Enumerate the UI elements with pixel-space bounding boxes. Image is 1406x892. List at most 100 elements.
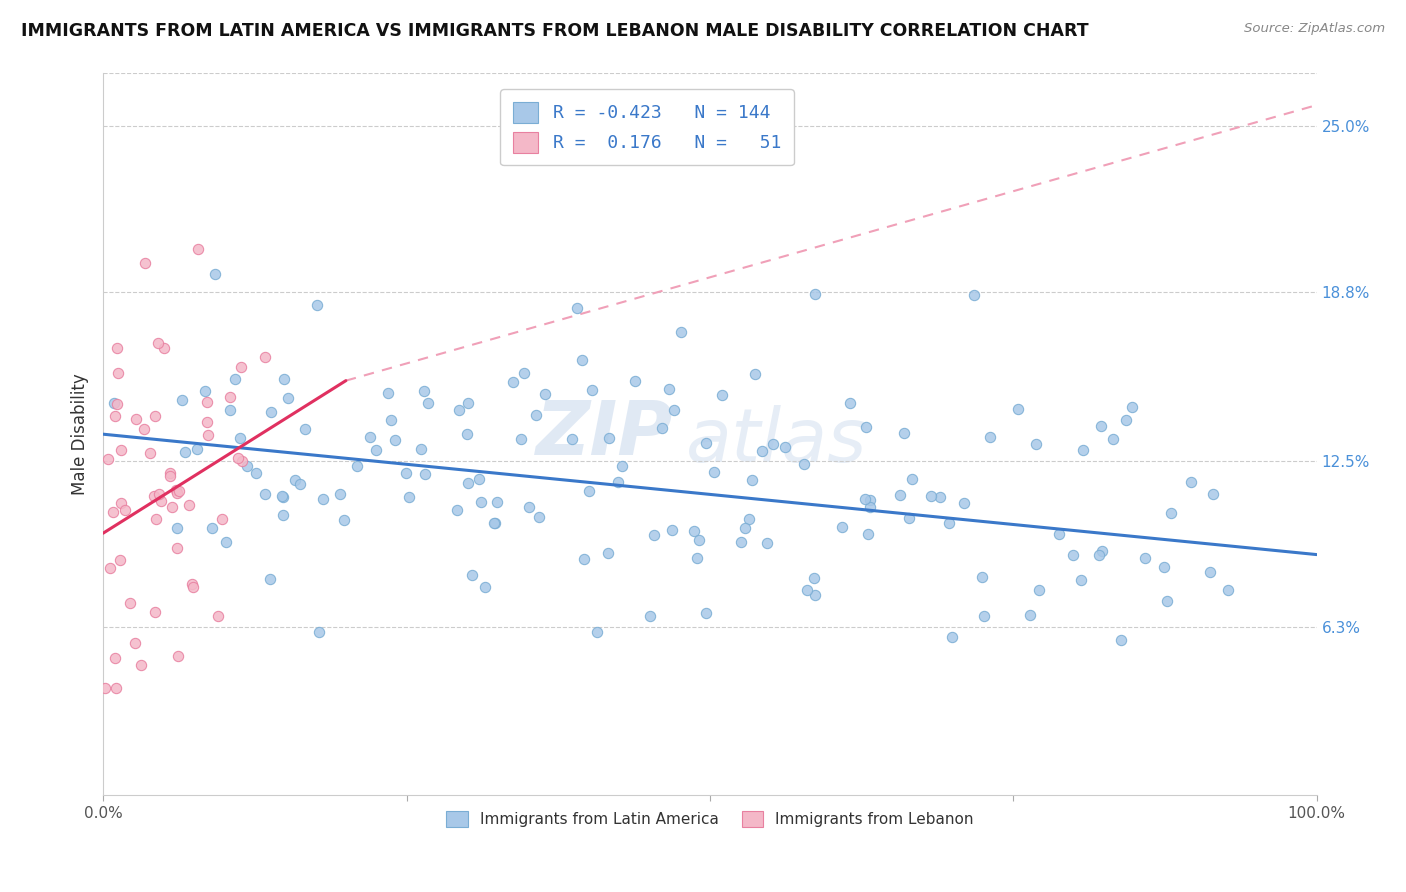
Point xyxy=(1218,583,1240,598)
Point xyxy=(114,503,136,517)
Point xyxy=(561,433,583,447)
Point xyxy=(979,429,1001,443)
Point xyxy=(143,606,166,620)
Point xyxy=(1047,527,1070,541)
Point xyxy=(461,568,484,582)
Point xyxy=(596,545,619,559)
Point xyxy=(173,445,195,459)
Point xyxy=(165,483,187,497)
Point xyxy=(510,433,533,447)
Point xyxy=(98,561,121,575)
Point xyxy=(413,467,436,481)
Point xyxy=(167,483,190,498)
Point xyxy=(1160,506,1182,520)
Point xyxy=(271,489,294,503)
Point xyxy=(120,596,142,610)
Point xyxy=(104,650,127,665)
Point xyxy=(162,500,184,514)
Point xyxy=(756,536,779,550)
Point xyxy=(1180,475,1202,489)
Point xyxy=(457,476,479,491)
Point xyxy=(859,500,882,514)
Point xyxy=(703,466,725,480)
Point xyxy=(624,374,647,388)
Text: IMMIGRANTS FROM LATIN AMERICA VS IMMIGRANTS FROM LEBANON MALE DISABILITY CORRELA: IMMIGRANTS FROM LATIN AMERICA VS IMMIGRA… xyxy=(21,22,1088,40)
Point xyxy=(578,484,600,499)
Point xyxy=(104,409,127,423)
Point xyxy=(893,425,915,440)
Point xyxy=(380,412,402,426)
Point xyxy=(294,422,316,436)
Point xyxy=(142,490,165,504)
Point xyxy=(581,383,603,397)
Point xyxy=(218,390,240,404)
Point xyxy=(125,412,148,426)
Point xyxy=(737,512,759,526)
Point xyxy=(688,533,710,547)
Point xyxy=(183,580,205,594)
Point xyxy=(103,396,125,410)
Point xyxy=(346,459,368,474)
Point xyxy=(384,433,406,447)
Point xyxy=(195,415,218,429)
Point xyxy=(148,487,170,501)
Legend: Immigrants from Latin America, Immigrants from Lebanon: Immigrants from Latin America, Immigrant… xyxy=(439,804,981,835)
Point xyxy=(159,467,181,481)
Point xyxy=(253,487,276,501)
Point xyxy=(651,420,673,434)
Point xyxy=(186,442,208,456)
Point xyxy=(853,492,876,507)
Point xyxy=(1070,573,1092,587)
Point xyxy=(105,341,128,355)
Point xyxy=(134,256,156,270)
Point xyxy=(105,681,128,696)
Y-axis label: Male Disability: Male Disability xyxy=(72,374,89,495)
Point xyxy=(533,387,555,401)
Point xyxy=(761,436,783,450)
Point xyxy=(973,609,995,624)
Point xyxy=(329,486,352,500)
Point xyxy=(108,552,131,566)
Point xyxy=(1007,401,1029,416)
Point xyxy=(1121,400,1143,414)
Point xyxy=(711,388,734,402)
Point xyxy=(153,342,176,356)
Point xyxy=(671,325,693,339)
Point xyxy=(571,353,593,368)
Point xyxy=(231,454,253,468)
Point xyxy=(1071,443,1094,458)
Point xyxy=(1091,543,1114,558)
Text: ZIP: ZIP xyxy=(536,398,673,471)
Point xyxy=(204,267,226,281)
Point xyxy=(305,298,328,312)
Point xyxy=(398,490,420,504)
Point xyxy=(359,430,381,444)
Point xyxy=(858,527,880,541)
Point xyxy=(273,371,295,385)
Point xyxy=(150,494,173,508)
Point xyxy=(524,408,547,422)
Point xyxy=(741,473,763,487)
Point xyxy=(838,396,860,410)
Point xyxy=(284,473,307,487)
Point xyxy=(1102,432,1125,446)
Point xyxy=(166,486,188,500)
Point xyxy=(446,503,468,517)
Point xyxy=(197,427,219,442)
Point xyxy=(804,286,827,301)
Point xyxy=(229,431,252,445)
Point xyxy=(159,468,181,483)
Point xyxy=(228,450,250,465)
Point xyxy=(110,443,132,458)
Point xyxy=(131,657,153,672)
Point xyxy=(145,511,167,525)
Point xyxy=(662,402,685,417)
Point xyxy=(277,391,299,405)
Point xyxy=(308,624,330,639)
Point xyxy=(271,508,294,523)
Point xyxy=(219,402,242,417)
Point xyxy=(607,475,630,489)
Point xyxy=(377,386,399,401)
Point xyxy=(953,496,976,510)
Point xyxy=(259,572,281,586)
